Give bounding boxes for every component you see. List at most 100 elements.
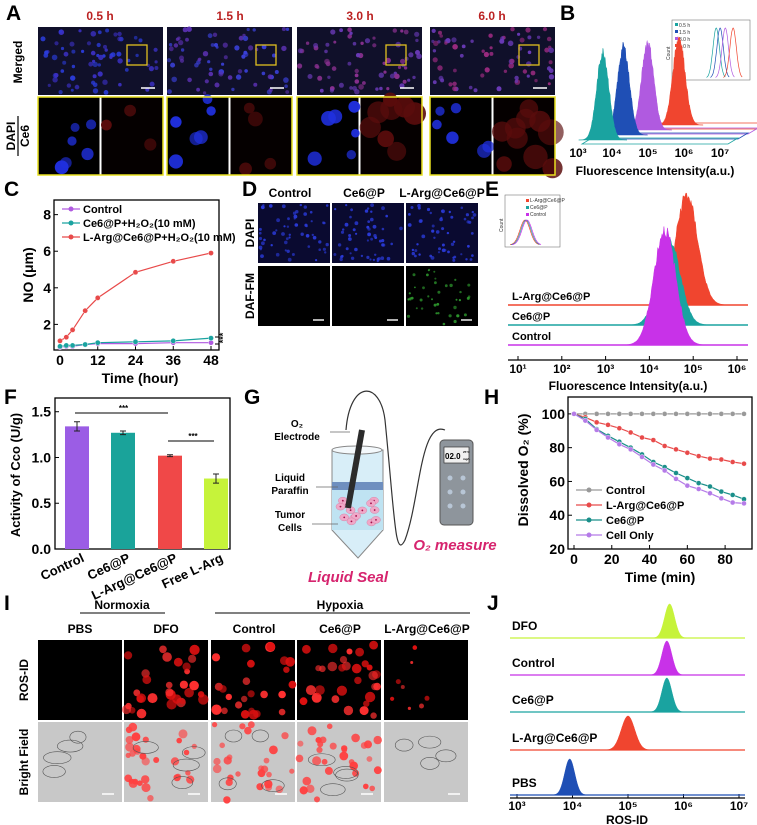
cell [371, 683, 379, 691]
cell [331, 66, 337, 71]
legend-label: L-Arg@Ce6@P [606, 500, 684, 512]
plot-frame [53, 199, 220, 351]
cell [435, 230, 440, 234]
cell [299, 203, 302, 207]
cell [451, 37, 457, 43]
data-point [639, 411, 645, 417]
cell [369, 640, 378, 650]
cell [210, 43, 215, 47]
cell [51, 54, 58, 61]
cell [288, 233, 291, 236]
cell [104, 48, 108, 52]
cell [344, 222, 349, 227]
cell [214, 43, 218, 47]
cell [435, 312, 438, 315]
cell [209, 67, 213, 72]
panel-letter-c: C [4, 178, 19, 201]
cell [383, 92, 398, 107]
inset-legend: L-Arg@Ce6@P [530, 198, 566, 204]
cell [211, 653, 221, 662]
cell [386, 87, 390, 91]
cell [60, 157, 72, 169]
y-tick-label: 8 [43, 207, 51, 223]
cell [419, 298, 423, 302]
cell [348, 237, 351, 240]
cell [109, 55, 113, 59]
cell [221, 62, 225, 66]
x-tick-label: 10⁵ [684, 362, 703, 376]
cell [418, 253, 421, 256]
x-tick-label: 10⁴ [602, 146, 621, 160]
data-point [684, 411, 691, 417]
significance-label: *** [188, 432, 198, 441]
paraffin-layer [332, 482, 383, 490]
cell-outline [43, 751, 72, 765]
cell [314, 796, 320, 803]
cell [281, 232, 285, 236]
cell [453, 319, 457, 324]
cell [179, 680, 188, 689]
inset-plot [671, 19, 751, 81]
data-point [650, 437, 657, 443]
cell [333, 40, 337, 44]
cell [281, 45, 287, 52]
data-point [208, 250, 214, 256]
cell [90, 31, 97, 37]
data-point [673, 470, 679, 476]
cell [438, 75, 444, 81]
series-label: L-Arg@Ce6@P [512, 731, 597, 745]
cell [470, 39, 474, 43]
cell-nucleus [375, 518, 377, 521]
cell [235, 771, 241, 777]
cell [302, 644, 311, 654]
cell [522, 69, 528, 74]
cell [86, 119, 97, 130]
cell [536, 35, 541, 39]
data-point [707, 483, 713, 490]
cell [548, 47, 554, 54]
cell [294, 223, 299, 227]
cell [400, 685, 405, 689]
cell [214, 82, 220, 88]
cell [40, 36, 46, 42]
cell [362, 81, 366, 85]
cell [346, 648, 353, 655]
cell [395, 679, 401, 685]
x-tick-label: 36 [165, 352, 181, 368]
inset-legend-swatch [526, 199, 529, 202]
cell [239, 162, 253, 176]
cell [369, 258, 372, 261]
cell [325, 204, 329, 207]
cell [125, 736, 134, 744]
cell [248, 111, 263, 127]
cell [299, 697, 308, 706]
micrograph-background [38, 640, 122, 720]
cell [70, 122, 80, 132]
cell [369, 785, 376, 792]
cell [360, 41, 364, 45]
meter-screen [443, 446, 470, 464]
merged-image [38, 27, 163, 95]
inset-legend: 1.5 h [679, 30, 690, 36]
cell [269, 204, 273, 208]
cell [276, 218, 280, 223]
cell [325, 42, 330, 47]
cell [178, 40, 184, 46]
y-tick-label: 20 [549, 541, 565, 557]
data-point [729, 459, 736, 465]
cell [144, 138, 157, 151]
bar-Ce6@P [111, 432, 135, 549]
data-point [718, 456, 725, 463]
cell [121, 704, 132, 715]
series-label: DFO [512, 619, 537, 633]
cell [364, 740, 372, 749]
cell [307, 726, 317, 736]
cell [128, 722, 138, 732]
cell [417, 203, 421, 208]
cell [399, 226, 403, 231]
data-point [695, 411, 702, 417]
cell [496, 86, 502, 92]
cell [426, 273, 429, 277]
histogram-Control [646, 640, 687, 676]
cell [258, 227, 262, 231]
